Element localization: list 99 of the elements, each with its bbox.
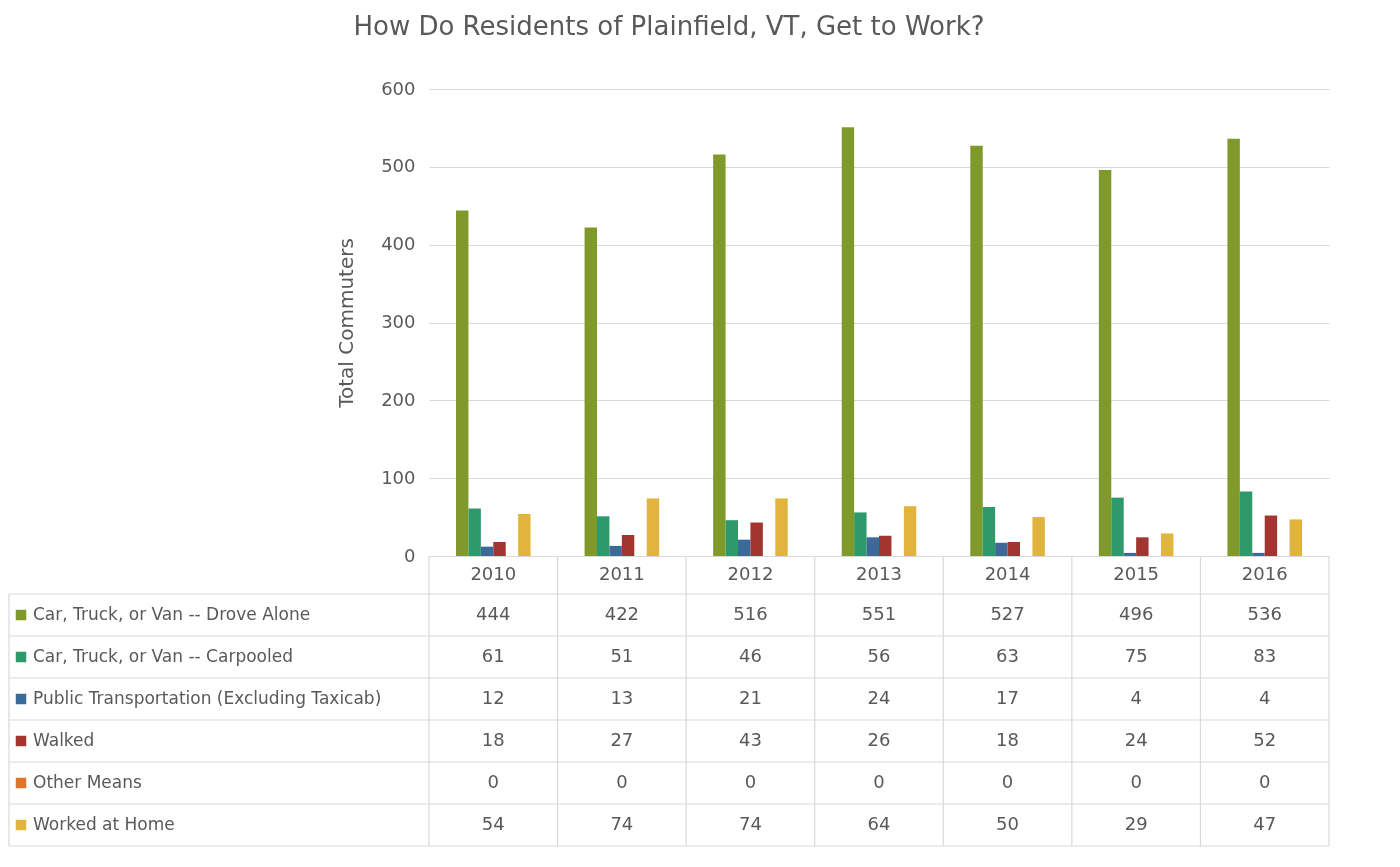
- y-tick-label: 200: [381, 388, 416, 410]
- data-label: 13: [610, 687, 634, 708]
- data-label: 516: [733, 603, 768, 624]
- x-tick-label: 2016: [1241, 563, 1288, 584]
- bar: [1007, 541, 1020, 556]
- data-label: 0: [1130, 771, 1142, 792]
- bar: [621, 534, 635, 556]
- bar: [1032, 517, 1045, 556]
- x-tick-label: 2012: [727, 563, 774, 584]
- bar: [841, 127, 855, 556]
- bar: [982, 506, 996, 556]
- data-label: 24: [1124, 729, 1148, 750]
- bar: [468, 508, 481, 556]
- data-label: 0: [487, 771, 500, 792]
- data-label: 51: [610, 645, 634, 666]
- bar: [1264, 515, 1278, 556]
- data-label: 527: [990, 603, 1025, 624]
- bar: [456, 210, 469, 556]
- y-tick-label: 600: [381, 77, 416, 99]
- bar: [1227, 138, 1240, 556]
- data-label: 27: [610, 729, 634, 750]
- bar: [1123, 552, 1137, 556]
- data-label: 50: [996, 813, 1020, 834]
- data-label: 75: [1124, 645, 1148, 666]
- bar: [725, 520, 738, 556]
- data-label: 56: [867, 645, 891, 666]
- data-label: 54: [481, 813, 505, 834]
- data-label: 61: [481, 645, 505, 666]
- data-label: 83: [1253, 645, 1277, 666]
- data-label: 0: [616, 771, 628, 792]
- y-tick-label: 500: [381, 155, 416, 177]
- data-label: 24: [867, 687, 891, 708]
- legend-label: Worked at Home: [33, 814, 175, 834]
- bar: [1239, 491, 1253, 556]
- bar: [854, 512, 867, 556]
- legend-label: Public Transportation (Excluding Taxicab): [33, 688, 382, 708]
- data-label: 43: [738, 729, 762, 750]
- data-label: 52: [1253, 729, 1277, 750]
- legend-label: Other Means: [33, 772, 142, 792]
- legend-label: Car, Truck, or Van -- Carpooled: [33, 646, 293, 666]
- data-label: 0: [744, 771, 757, 792]
- data-label: 4: [1258, 687, 1271, 708]
- bar: [493, 541, 506, 556]
- data-label: 12: [481, 687, 505, 708]
- data-label: 4: [1130, 687, 1142, 708]
- bar: [879, 535, 892, 556]
- bar: [775, 498, 788, 556]
- data-label: 29: [1124, 813, 1148, 834]
- data-label: 422: [604, 603, 640, 624]
- data-label: 64: [867, 813, 891, 834]
- y-tick-label: 400: [381, 233, 416, 255]
- bar: [597, 516, 610, 556]
- y-tick-label: 100: [381, 466, 416, 488]
- data-label: 444: [476, 603, 511, 624]
- bar: [1252, 552, 1265, 556]
- x-tick-label: 2011: [598, 563, 645, 584]
- bar: [995, 542, 1008, 556]
- x-tick-label: 2010: [470, 563, 517, 584]
- data-label: 74: [738, 813, 762, 834]
- data-label: 551: [861, 603, 897, 624]
- bar: [970, 145, 983, 556]
- data-label: 21: [738, 687, 762, 708]
- bar: [646, 498, 660, 556]
- bar: [480, 546, 494, 556]
- data-label: 46: [738, 645, 762, 666]
- legend-label: Car, Truck, or Van -- Drove Alone: [33, 604, 311, 624]
- bar: [866, 537, 879, 556]
- x-tick-label: 2015: [1113, 563, 1160, 584]
- bar: [903, 506, 917, 556]
- chart-title: How Do Residents of Plainfield, VT, Get to Work?: [353, 11, 985, 41]
- data-label: 18: [996, 729, 1020, 750]
- bar: [518, 513, 531, 556]
- x-tick-label: 2013: [856, 563, 902, 584]
- y-tick-label: 300: [381, 311, 416, 332]
- x-tick-label: 2014: [984, 563, 1031, 584]
- bar: [584, 227, 597, 556]
- bar: [1289, 519, 1302, 556]
- data-label: 74: [610, 813, 634, 834]
- legend-label: Walked: [33, 730, 95, 750]
- data-label: 0: [1258, 771, 1271, 792]
- data-label: 18: [481, 729, 505, 750]
- bar: [609, 545, 622, 556]
- bar: [1098, 169, 1112, 556]
- bar: [1161, 533, 1174, 556]
- y-tick-label: 0: [404, 544, 416, 566]
- data-label: 496: [1118, 603, 1154, 624]
- bar: [713, 154, 726, 556]
- bar: [738, 539, 751, 556]
- data-label: 17: [996, 687, 1020, 708]
- bar: [1136, 537, 1149, 556]
- bar: [750, 522, 763, 556]
- data-label: 26: [867, 729, 891, 750]
- data-label: 0: [873, 771, 885, 792]
- data-label: 47: [1253, 813, 1277, 834]
- y-axis-title: Total Commuters: [334, 238, 359, 409]
- data-label: 0: [1001, 771, 1014, 792]
- data-label: 63: [996, 645, 1020, 666]
- bar: [1111, 497, 1124, 556]
- data-label: 536: [1247, 603, 1282, 624]
